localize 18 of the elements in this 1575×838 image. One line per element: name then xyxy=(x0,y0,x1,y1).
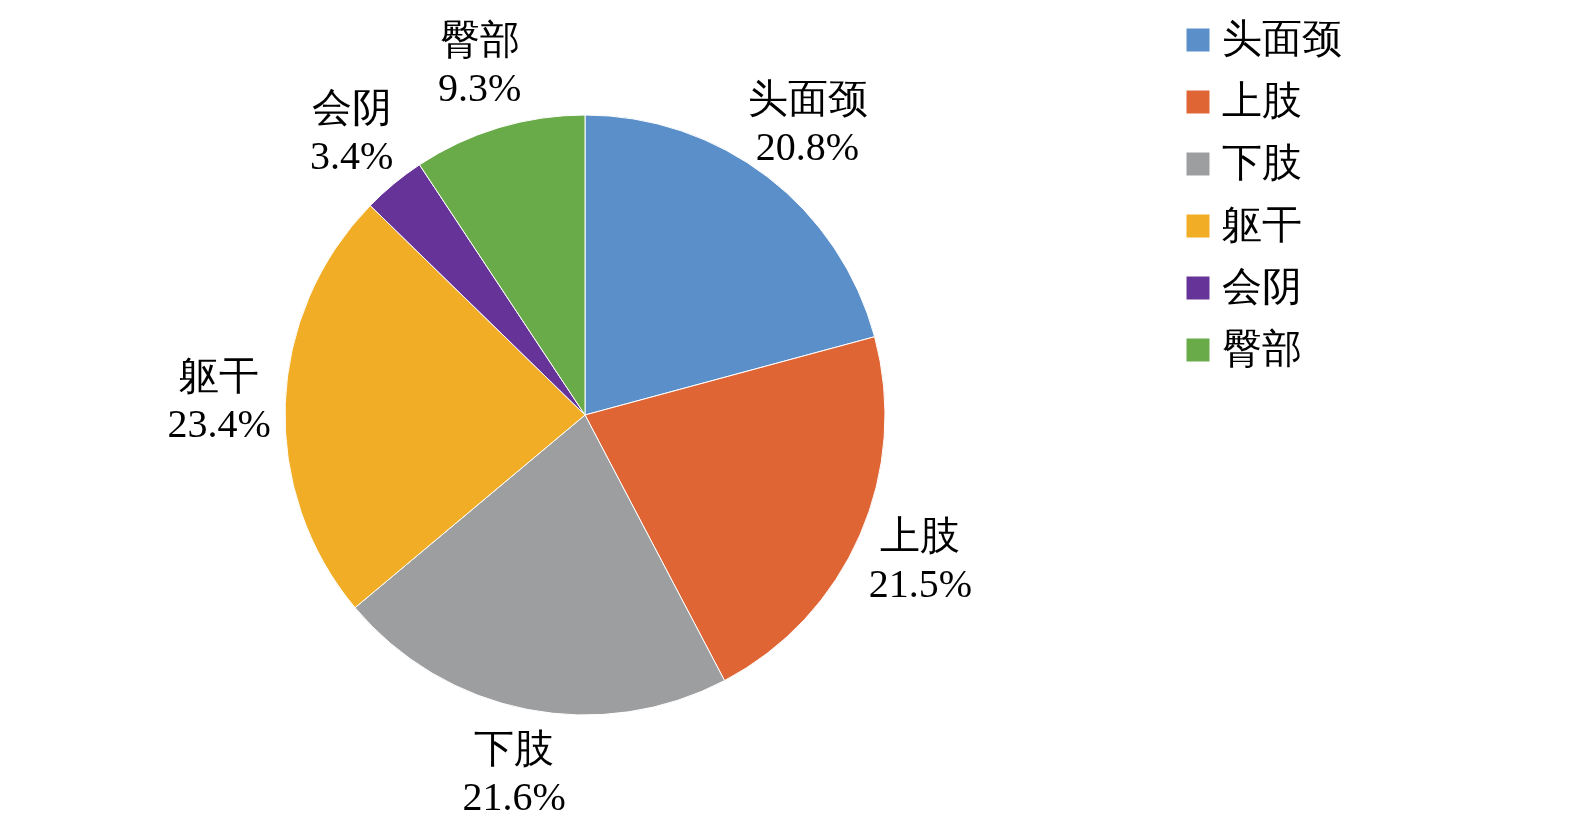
legend-label: 臀部 xyxy=(1222,326,1302,371)
legend-label: 下肢 xyxy=(1222,140,1302,185)
slice-label: 上肢 xyxy=(880,513,961,559)
slice-label: 臀部 xyxy=(439,16,520,62)
data-label: 20.8% xyxy=(755,124,860,170)
slice-label: 躯干 xyxy=(179,353,260,399)
legend-label: 躯干 xyxy=(1222,202,1302,247)
legend-label: 上肢 xyxy=(1222,78,1302,123)
slice-label: 头面颈 xyxy=(747,76,868,122)
slice-label: 会阴 xyxy=(311,84,392,130)
data-label: 21.6% xyxy=(462,774,566,820)
legend-label: 头面颈 xyxy=(1222,16,1342,61)
data-label: 3.4% xyxy=(310,132,394,178)
legend-label: 会阴 xyxy=(1222,264,1302,309)
data-label: 23.4% xyxy=(167,401,271,447)
data-label: 21.5% xyxy=(868,561,973,607)
slice-label: 下肢 xyxy=(474,726,555,772)
data-label: 9.3% xyxy=(437,64,522,110)
